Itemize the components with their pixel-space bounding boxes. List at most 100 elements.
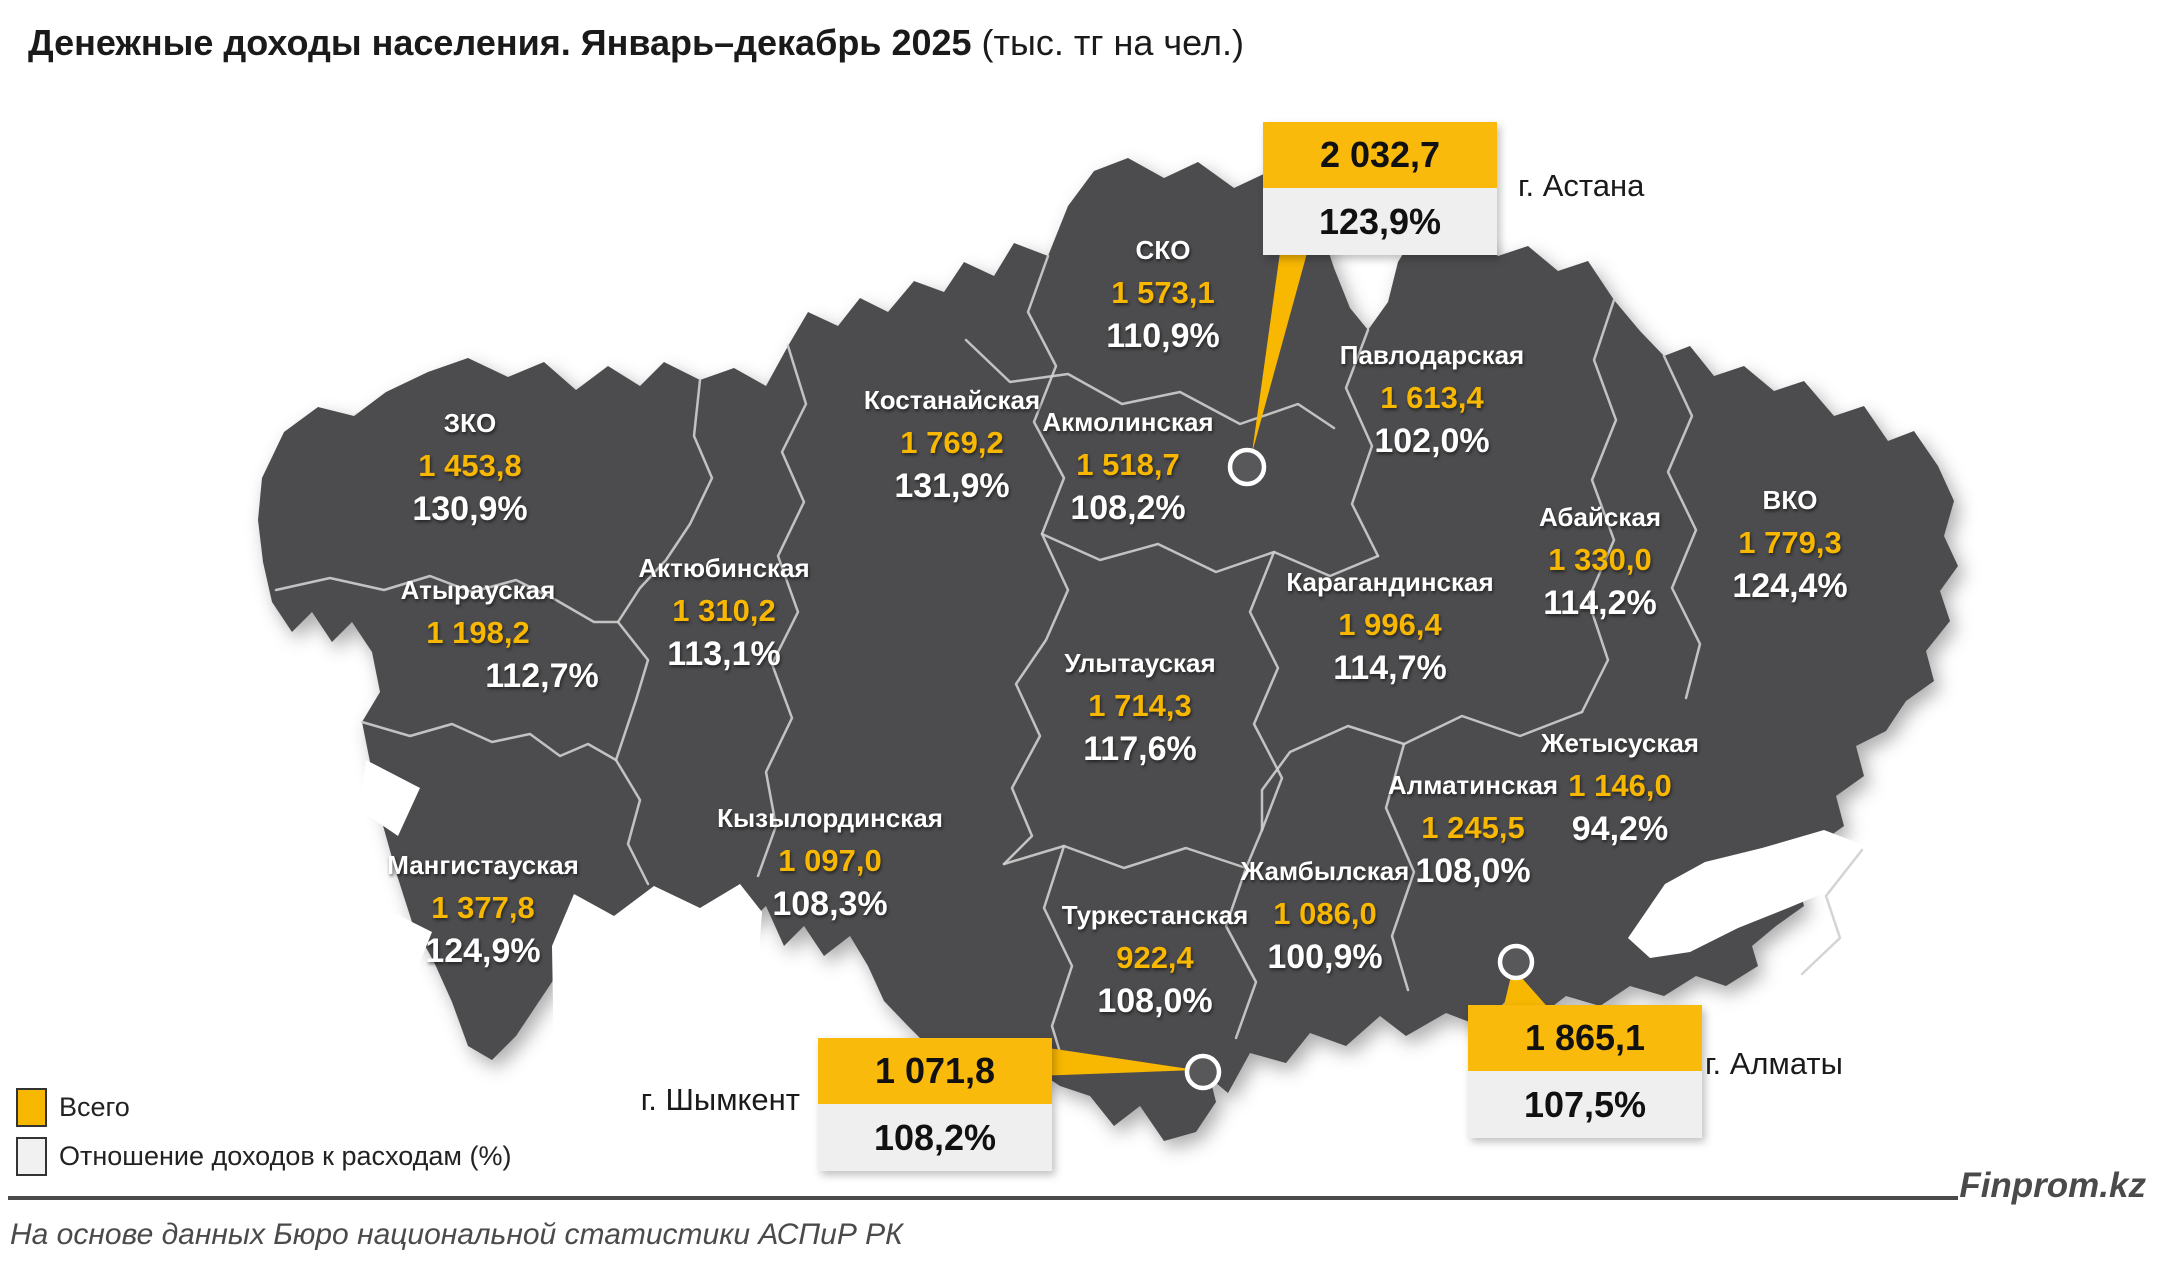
region-income-value: 1 310,2 (672, 593, 776, 628)
region-ratio-value: 131,9% (894, 467, 1010, 505)
region-label: Абайская 1 330,0 114,2% (1539, 497, 1661, 623)
region-ratio-value: 94,2% (1571, 810, 1669, 848)
region-ratio-value: 117,6% (1083, 730, 1197, 768)
astana-pointer (1252, 195, 1323, 453)
city-name-label: г. Астана (1518, 168, 1645, 203)
region-label: ВКО 1 779,3 124,4% (1732, 480, 1847, 606)
region-label: Костанайская 1 769,2 131,9% (864, 380, 1040, 506)
city-markers (1184, 447, 1535, 1091)
region-income-value: 1 245,5 (1421, 810, 1525, 845)
region-ratio-value: 108,0% (1097, 982, 1213, 1020)
region-income-value: 1 714,3 (1088, 688, 1192, 723)
legend-swatch-ratio (16, 1137, 47, 1176)
legend-item-ratio: Отношение доходов к расходам (%) (16, 1137, 511, 1176)
region-label: Алматинская 1 245,5 108,0% (1388, 765, 1558, 891)
page-title: Денежные доходы населения. Январь–декабр… (28, 22, 1244, 64)
region-income-value: 1 198,2 (426, 615, 530, 650)
region-label: Карагандинская 1 996,4 114,7% (1286, 562, 1493, 688)
region-ratio-value: 113,1% (667, 635, 781, 673)
region-ratio-value: 102,0% (1374, 422, 1490, 460)
region-ratio-value: 130,9% (412, 490, 528, 528)
region-name: СКО (1135, 235, 1191, 265)
region-ratio-value: 112,7% (485, 657, 599, 695)
region-label: ЗКО 1 453,8 130,9% (412, 403, 527, 529)
region-ratio-value: 108,2% (1070, 489, 1186, 527)
region-name: Карагандинская (1286, 567, 1494, 597)
region-income-value: 1 769,2 (900, 425, 1004, 460)
country-shape (258, 158, 1958, 1141)
aral-sea (552, 884, 768, 1180)
city-income-value: 2 032,7 (1263, 122, 1497, 188)
kazakhstan-silhouette (258, 158, 1958, 1141)
region-ratio-value: 124,9% (425, 932, 541, 970)
city-callout-box: 1 071,8 108,2% (818, 1038, 1052, 1171)
title-units: (тыс. тг на чел.) (971, 22, 1244, 63)
lake-balkhash (1628, 830, 1866, 958)
city-income-value: 1 865,1 (1468, 1005, 1702, 1071)
region-name: Улытауская (1064, 648, 1216, 678)
region-name: Мангистауская (387, 850, 579, 880)
region-name: Актюбинская (638, 553, 810, 583)
region-name: ЗКО (443, 408, 497, 438)
astana-marker (1227, 447, 1267, 487)
region-ratio-value: 100,9% (1267, 938, 1383, 976)
brand-watermark: Finprom.kz (1959, 1166, 2146, 1205)
region-ratio-value: 110,9% (1106, 317, 1220, 355)
region-income-value: 1 453,8 (418, 448, 522, 483)
region-label: Актюбинская 1 310,2 113,1% (638, 548, 809, 674)
shymkent-marker (1184, 1053, 1222, 1091)
region-label: Атырауская 1 198,2 112,7% (400, 570, 599, 696)
region-name: Атырауская (400, 575, 556, 605)
region-name: Жетысуская (1541, 728, 1699, 758)
region-name: Туркестанская (1061, 900, 1249, 930)
region-income-value: 1 330,0 (1548, 542, 1652, 577)
city-name-label: г. Шымкент (640, 1082, 800, 1117)
region-label: Жамбылская 1 086,0 100,9% (1241, 851, 1410, 977)
region-income-value: 1 146,0 (1568, 768, 1672, 803)
region-name: Кызылординская (717, 803, 943, 833)
region-name: Алматинская (1387, 770, 1559, 800)
city-callout-box: 2 032,7 123,9% (1263, 122, 1497, 255)
region-label: Акмолинская 1 518,7 108,2% (1042, 402, 1213, 528)
region-ratio-value: 114,2% (1543, 584, 1657, 622)
city-ratio-value: 107,5% (1468, 1071, 1702, 1138)
city-ratio-value: 108,2% (818, 1104, 1052, 1171)
region-label: Жетысуская 1 146,0 94,2% (1541, 723, 1699, 849)
legend-item-total: Всего (16, 1088, 130, 1127)
city-income-value: 1 071,8 (818, 1038, 1052, 1104)
region-ratio-value: 114,7% (1333, 649, 1447, 687)
data-source-note: На основе данных Бюро национальной стати… (10, 1218, 903, 1251)
region-ratio-value: 124,4% (1732, 567, 1848, 605)
region-income-value: 1 518,7 (1076, 447, 1180, 482)
legend-label-total: Всего (59, 1092, 130, 1122)
region-label: Туркестанская 922,4 108,0% (1062, 895, 1248, 1021)
region-name: ВКО (1762, 485, 1818, 515)
region-ratio-value: 108,0% (1415, 852, 1531, 890)
region-label: Павлодарская 1 613,4 102,0% (1340, 335, 1524, 461)
city-ratio-value: 123,9% (1263, 188, 1497, 255)
region-income-value: 922,4 (1116, 940, 1194, 975)
region-label: Кызылординская 1 097,0 108,3% (717, 798, 943, 924)
caspian-inlet-2 (372, 906, 432, 982)
footer-divider (8, 1196, 1958, 1200)
region-name: Абайская (1538, 502, 1662, 532)
region-income-value: 1 779,3 (1738, 525, 1842, 560)
region-name: Жамбылская (1240, 856, 1410, 886)
legend-label-ratio: Отношение доходов к расходам (%) (59, 1141, 512, 1171)
caspian-inlet-1 (360, 760, 420, 836)
region-name: Павлодарская (1339, 340, 1525, 370)
legend-swatch-total (16, 1088, 47, 1127)
title-main: Денежные доходы населения. Январь–декабр… (28, 22, 972, 63)
almaty-marker (1497, 943, 1535, 981)
shymkent-pointer (1035, 1046, 1196, 1076)
region-label: СКО 1 573,1 110,9% (1106, 230, 1219, 356)
water-overlays (360, 760, 1866, 1180)
region-income-value: 1 996,4 (1338, 607, 1442, 642)
city-callout-box: 1 865,1 107,5% (1468, 1005, 1702, 1138)
region-label: Улытауская 1 714,3 117,6% (1064, 643, 1215, 769)
region-label: Мангистауская 1 377,8 124,9% (387, 845, 579, 971)
region-income-value: 1 613,4 (1380, 380, 1484, 415)
region-income-value: 1 377,8 (431, 890, 535, 925)
